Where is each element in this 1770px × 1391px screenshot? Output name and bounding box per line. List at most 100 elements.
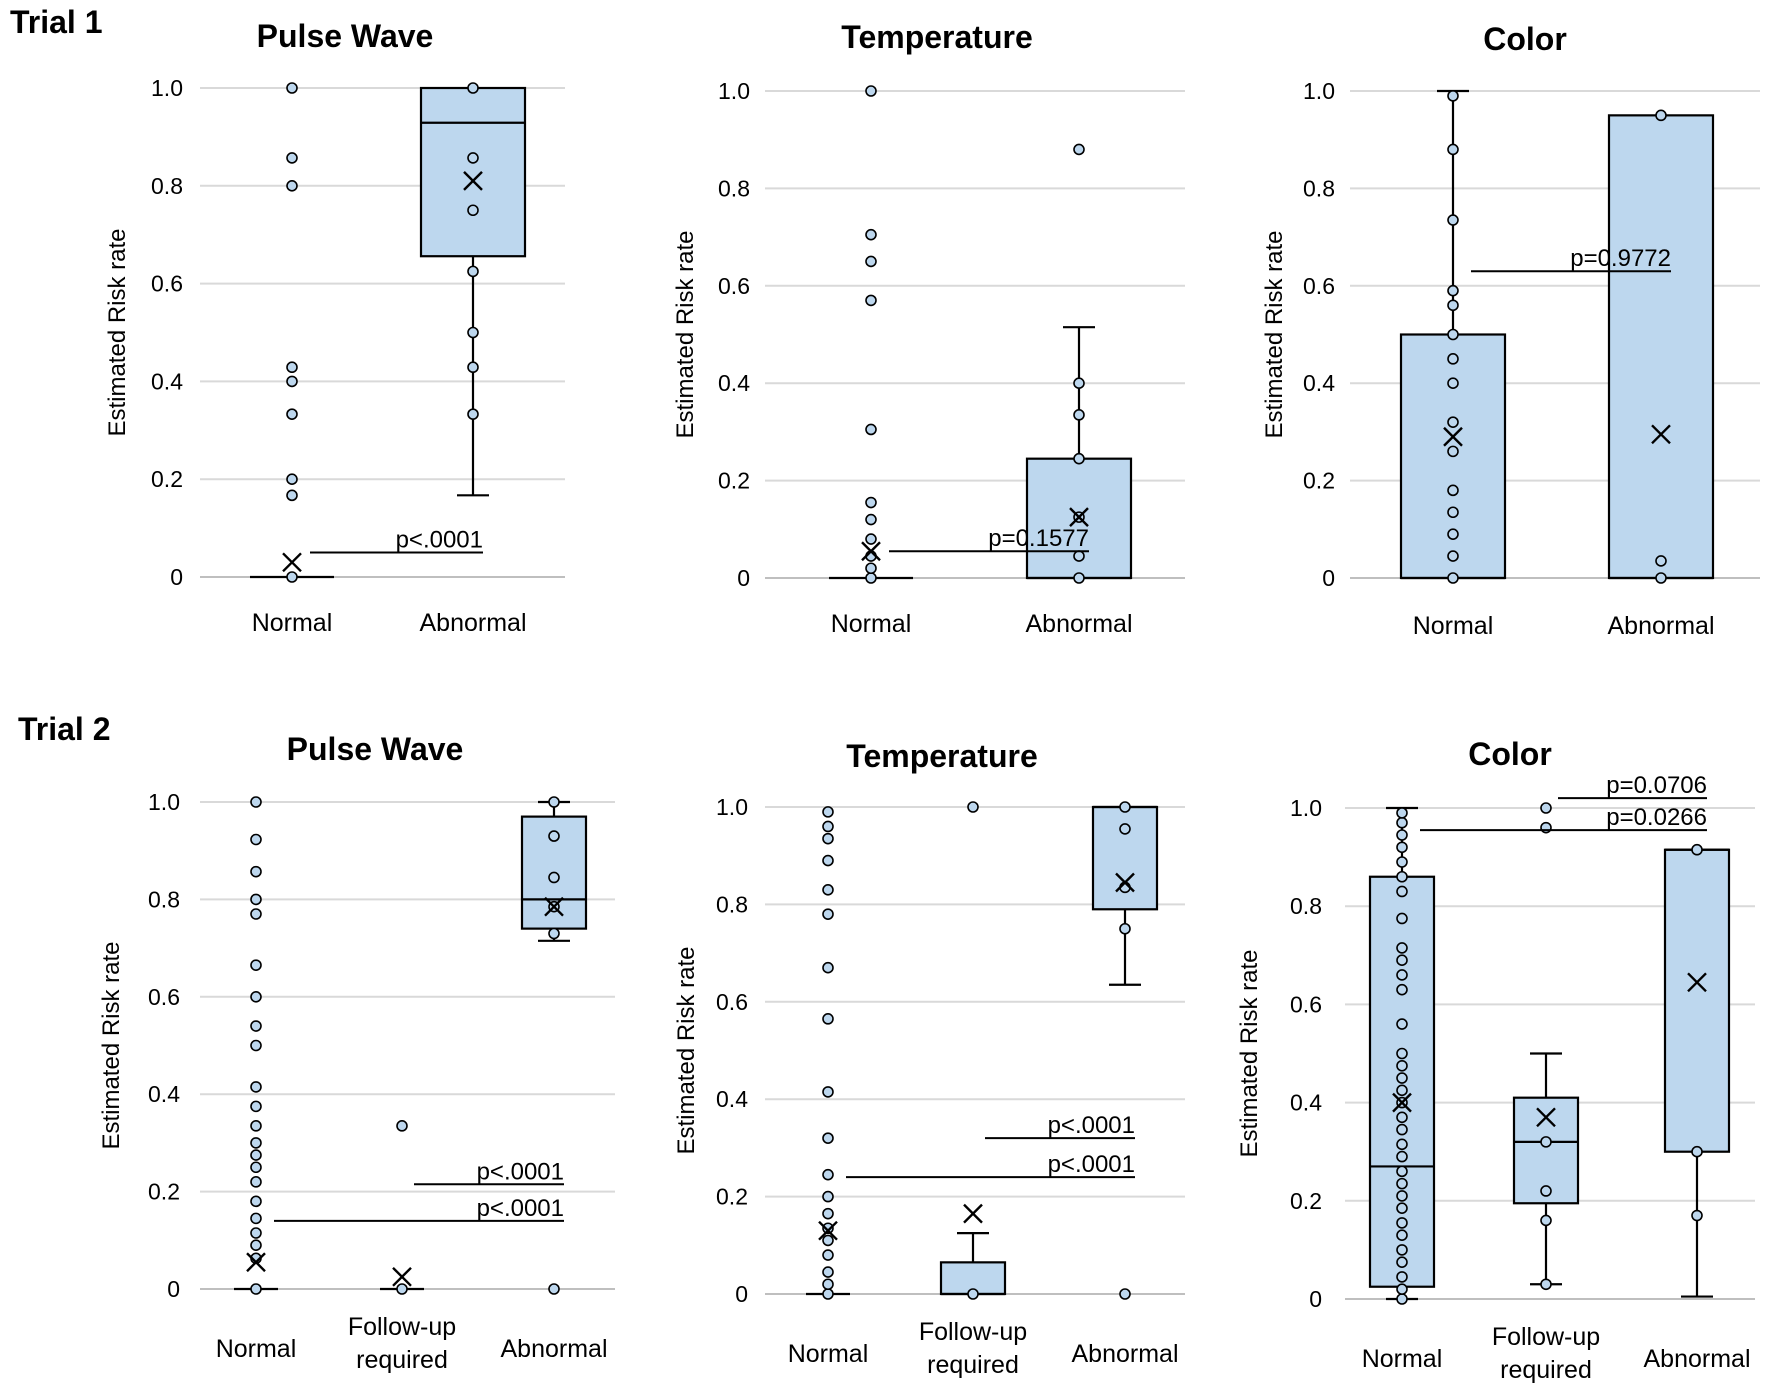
data-point [250,1100,262,1113]
data-point [865,255,877,268]
data-point [286,180,298,192]
data-point [1447,353,1459,365]
mean-marker [1651,424,1671,445]
data-point [865,423,877,436]
data-point [1396,885,1408,898]
chart-title: Pulse Wave [257,18,434,54]
y-axis-title: Estimated Risk rate [98,941,125,1149]
data-point [822,1190,834,1203]
mean-marker-stroke [1392,1092,1412,1113]
y-axis-title: Estimated Risk rate [1236,949,1263,1157]
data-point [286,152,298,164]
category-label: Normal [1362,1345,1443,1373]
y-tick-label: 0.6 [1303,273,1335,299]
data-point [1447,528,1459,540]
y-tick-label: 0.8 [716,891,748,917]
data-point [1691,843,1703,856]
y-tick-label: 1.0 [718,78,750,104]
data-point [865,513,877,526]
data-point [822,961,834,974]
data-point [865,85,877,97]
category-label: Abnormal [501,1335,608,1363]
y-tick-label: 1.0 [1290,795,1322,821]
data-point [1396,841,1408,854]
data-point [822,1266,834,1278]
data-point [286,82,298,94]
data-point [1396,942,1408,954]
y-tick-label: 0.2 [1290,1188,1322,1214]
y-tick-label: 1.0 [151,75,183,101]
mean-marker-stroke [463,171,483,191]
y-tick-label: 0 [167,1276,180,1302]
y-axis-title: Estimated Risk rate [1261,230,1288,438]
data-point [1655,555,1667,567]
mean-marker [246,1252,266,1273]
mean-marker-stroke [392,1266,412,1287]
y-tick-label: 0.6 [716,989,748,1015]
data-point [1396,1165,1408,1178]
chart-title: Temperature [841,19,1032,55]
y-tick-label: 0.2 [716,1184,748,1210]
data-point [822,832,834,845]
data-point [1540,1214,1552,1227]
data-point [250,1039,262,1052]
data-point [1396,1202,1408,1214]
data-point [250,908,262,920]
category-label: Normal [831,610,912,638]
category-label: Abnormal [1644,1345,1751,1373]
data-point [1540,802,1552,814]
mean-marker [544,896,564,917]
category-label: Follow-up required [348,1313,456,1374]
chart-title: Pulse Wave [287,731,464,767]
data-point [1447,377,1459,390]
y-tick-label: 0.6 [718,273,750,299]
y-tick-label: 0 [1322,565,1335,591]
data-point [1540,821,1552,834]
data-point [1447,284,1459,297]
mean-marker [1115,872,1135,893]
mean-marker-stroke [544,896,564,917]
data-point [1447,416,1459,428]
data-point [250,865,262,878]
data-point [822,806,834,818]
mean-marker [1687,972,1707,993]
mean-marker-stroke [1687,972,1707,993]
data-point [286,473,298,486]
mean-marker [1443,426,1463,447]
data-point [548,1283,560,1295]
data-point [865,572,877,584]
data-point [1396,870,1408,883]
y-tick-label: 0 [737,565,750,591]
y-tick-label: 0.4 [716,1086,748,1112]
data-point [1073,550,1085,562]
data-point [865,533,877,545]
mean-marker-stroke [963,1203,983,1224]
box-iqr [1663,848,1731,1153]
data-point [1396,856,1408,868]
data-point [1540,1185,1552,1197]
category-label: Normal [216,1335,297,1363]
data-point [967,801,979,813]
mean-marker [1536,1107,1556,1128]
pvalue-label: p<.0001 [1048,1151,1135,1178]
mean-marker-stroke [246,1252,266,1273]
y-tick-label: 0.8 [1290,893,1322,919]
mean-marker-stroke [1651,424,1671,445]
data-point [250,833,262,846]
data-point [1447,143,1459,156]
data-point [1396,816,1408,829]
mean-marker-stroke [1115,872,1135,893]
box-iqr [1607,114,1715,580]
data-point [1396,1283,1408,1295]
data-point [250,1137,262,1149]
pvalue-label: p<.0001 [477,1195,564,1222]
data-point [1396,1177,1408,1190]
data-point [865,228,877,241]
chart-title: Color [1468,736,1552,772]
data-point [1655,572,1667,584]
category-label: Abnormal [1026,610,1133,638]
data-point [1396,1217,1408,1229]
data-point [1396,1150,1408,1163]
data-point [1396,983,1408,996]
data-point [1396,1138,1408,1151]
